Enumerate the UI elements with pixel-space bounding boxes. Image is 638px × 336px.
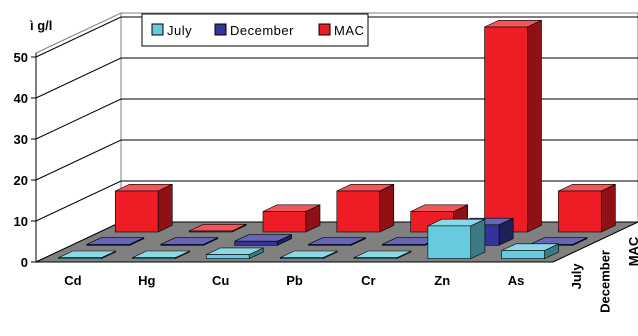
depth-tick-label: July [569, 263, 584, 290]
bar-july-cu [206, 247, 264, 260]
bar-july-cd [58, 250, 116, 260]
gridline [35, 139, 638, 181]
depth-tick-label: December [598, 250, 613, 313]
x-tick-label: Hg [138, 273, 155, 288]
bar-july-hg [132, 250, 190, 260]
bar-july-cr [353, 250, 412, 260]
y-tick-label: 20 [14, 173, 28, 188]
gridlines [35, 16, 638, 263]
x-tick-label: Cu [212, 273, 229, 288]
depth-axis-line [552, 221, 638, 263]
y-axis-label: ì g/l [29, 18, 52, 33]
gridline [35, 57, 638, 99]
gridline [35, 16, 638, 58]
legend-item: December [214, 23, 294, 38]
axes: 0 10 20 30 40 50 Cd Hg Cu Pb Cr Zn As July December MAC [14, 50, 638, 313]
legend: July December MAC [141, 13, 369, 47]
x-tick-label: As [508, 273, 525, 288]
gridline [35, 180, 638, 222]
depth-tick-label: MAC [626, 236, 638, 266]
gridline [35, 98, 638, 140]
bar-mac-as [558, 183, 616, 233]
y-tick-label: 0 [21, 255, 28, 270]
y-tick-label: 50 [14, 50, 28, 65]
y-tick-label: 10 [14, 214, 28, 229]
bar-mac-cd [114, 183, 173, 233]
legend-swatch [214, 23, 227, 36]
side-wall [35, 12, 122, 263]
bar-july-zn [427, 218, 486, 260]
x-tick-label: Pb [286, 273, 303, 288]
y-tick-label: 30 [14, 132, 28, 147]
legend-item: MAC [318, 23, 364, 38]
y-tick-label: 40 [14, 91, 28, 106]
x-tick-label: Cr [361, 273, 375, 288]
bar-mac-pb [336, 183, 395, 233]
bar-december-cd [86, 237, 145, 246]
bar-july-as [501, 243, 560, 260]
x-tick-label: Zn [434, 273, 450, 288]
bar-mac-hg [188, 223, 247, 233]
bar-mac-cu [262, 204, 321, 233]
legend-swatch [151, 23, 164, 36]
legend-item: July [151, 23, 192, 38]
bar-mac-zn [484, 19, 542, 233]
x-tick-label: Cd [64, 273, 81, 288]
bar-december-cu [234, 234, 292, 246]
bar-december-hg [160, 237, 219, 246]
legend-label: MAC [334, 23, 364, 38]
legend-label: July [167, 23, 192, 38]
bars [58, 19, 616, 260]
legend-label: December [230, 23, 294, 38]
bar-july-pb [279, 250, 338, 260]
legend-swatch [318, 23, 331, 36]
bar-december-pb [308, 237, 366, 246]
